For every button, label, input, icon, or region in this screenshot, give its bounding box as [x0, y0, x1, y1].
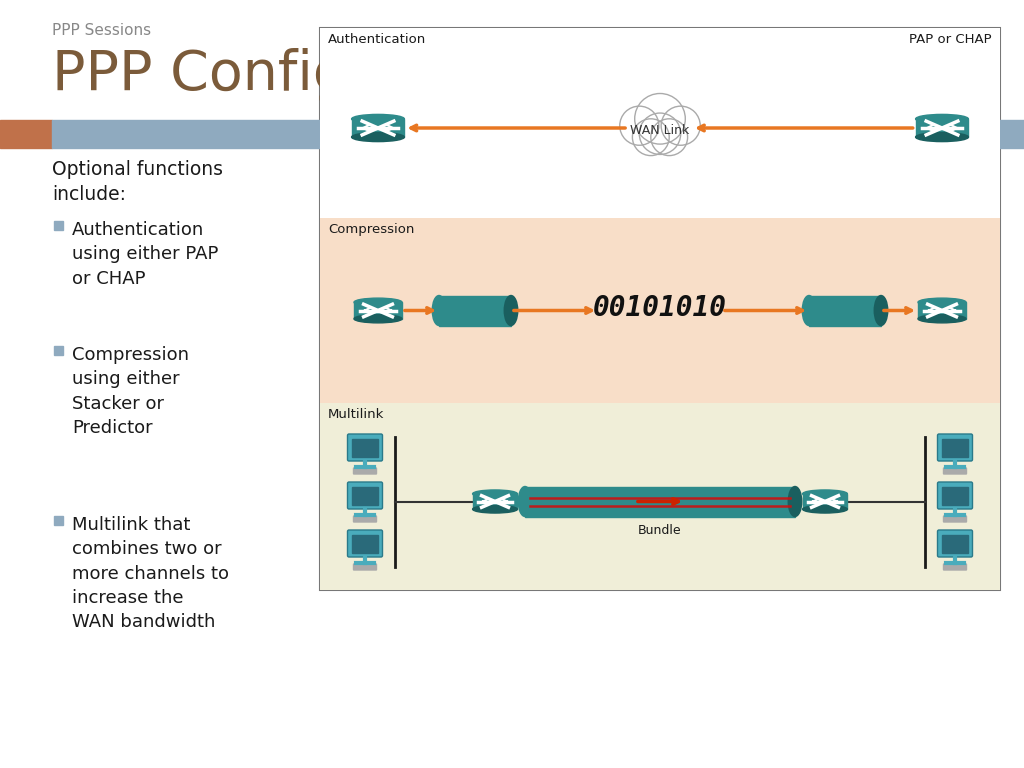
Text: WAN Link: WAN Link — [631, 124, 689, 137]
Bar — [918, 303, 966, 319]
FancyBboxPatch shape — [353, 516, 377, 522]
Bar — [52, 120, 1024, 148]
FancyBboxPatch shape — [347, 434, 383, 461]
Bar — [942, 439, 968, 456]
Ellipse shape — [915, 114, 969, 124]
FancyBboxPatch shape — [943, 516, 967, 522]
Text: Bundle: Bundle — [638, 524, 682, 537]
Bar — [525, 486, 795, 517]
Text: Optional functions
include:: Optional functions include: — [52, 160, 223, 204]
Bar — [352, 439, 378, 456]
Bar — [319, 28, 1000, 218]
Text: Compression: Compression — [328, 223, 415, 236]
Ellipse shape — [803, 490, 848, 498]
FancyBboxPatch shape — [347, 482, 383, 509]
Bar — [439, 296, 511, 326]
Ellipse shape — [354, 298, 402, 306]
FancyBboxPatch shape — [938, 530, 973, 557]
Bar — [319, 403, 1000, 590]
Ellipse shape — [803, 505, 848, 513]
Bar — [352, 535, 378, 552]
Text: PPP Sessions: PPP Sessions — [52, 23, 152, 38]
Text: PPP Configuration Options: PPP Configuration Options — [52, 48, 778, 102]
Circle shape — [639, 113, 681, 154]
FancyBboxPatch shape — [353, 468, 377, 474]
Bar — [803, 494, 848, 509]
Bar — [351, 119, 404, 137]
Text: Multilink: Multilink — [328, 408, 384, 421]
Text: Multilink that
combines two or
more channels to
increase the
WAN bandwidth: Multilink that combines two or more chan… — [72, 516, 229, 631]
FancyBboxPatch shape — [938, 482, 973, 509]
Bar — [942, 535, 968, 552]
Ellipse shape — [351, 114, 404, 124]
Ellipse shape — [518, 486, 531, 517]
Bar — [319, 218, 1000, 403]
Bar — [473, 494, 517, 509]
Ellipse shape — [788, 486, 802, 517]
Text: PAP or CHAP: PAP or CHAP — [909, 33, 992, 46]
Ellipse shape — [354, 315, 402, 323]
FancyBboxPatch shape — [938, 434, 973, 461]
FancyBboxPatch shape — [347, 530, 383, 557]
Circle shape — [662, 106, 700, 145]
Text: Compression
using either
Stacker or
Predictor: Compression using either Stacker or Pred… — [72, 346, 189, 437]
Ellipse shape — [473, 490, 517, 498]
Ellipse shape — [351, 133, 404, 141]
Bar — [352, 486, 378, 505]
Ellipse shape — [504, 296, 518, 326]
Ellipse shape — [915, 133, 969, 141]
Ellipse shape — [918, 315, 966, 323]
Text: Authentication: Authentication — [328, 33, 426, 46]
FancyBboxPatch shape — [943, 468, 967, 474]
Bar — [54, 221, 63, 230]
Bar — [354, 303, 402, 319]
Bar — [942, 486, 968, 505]
FancyBboxPatch shape — [353, 564, 377, 570]
Bar — [915, 119, 969, 137]
Ellipse shape — [802, 296, 816, 326]
Bar — [54, 346, 63, 355]
Ellipse shape — [473, 505, 517, 513]
FancyBboxPatch shape — [943, 564, 967, 570]
Ellipse shape — [432, 296, 445, 326]
Circle shape — [620, 106, 658, 145]
Bar — [0, 120, 52, 148]
Circle shape — [633, 119, 670, 156]
Ellipse shape — [918, 298, 966, 306]
Ellipse shape — [874, 296, 888, 326]
Text: Authentication
using either PAP
or CHAP: Authentication using either PAP or CHAP — [72, 221, 218, 287]
Bar — [319, 28, 1000, 590]
Circle shape — [635, 94, 685, 144]
Text: 00101010: 00101010 — [593, 294, 727, 323]
Bar — [809, 296, 881, 326]
Bar — [54, 516, 63, 525]
Circle shape — [651, 119, 687, 156]
